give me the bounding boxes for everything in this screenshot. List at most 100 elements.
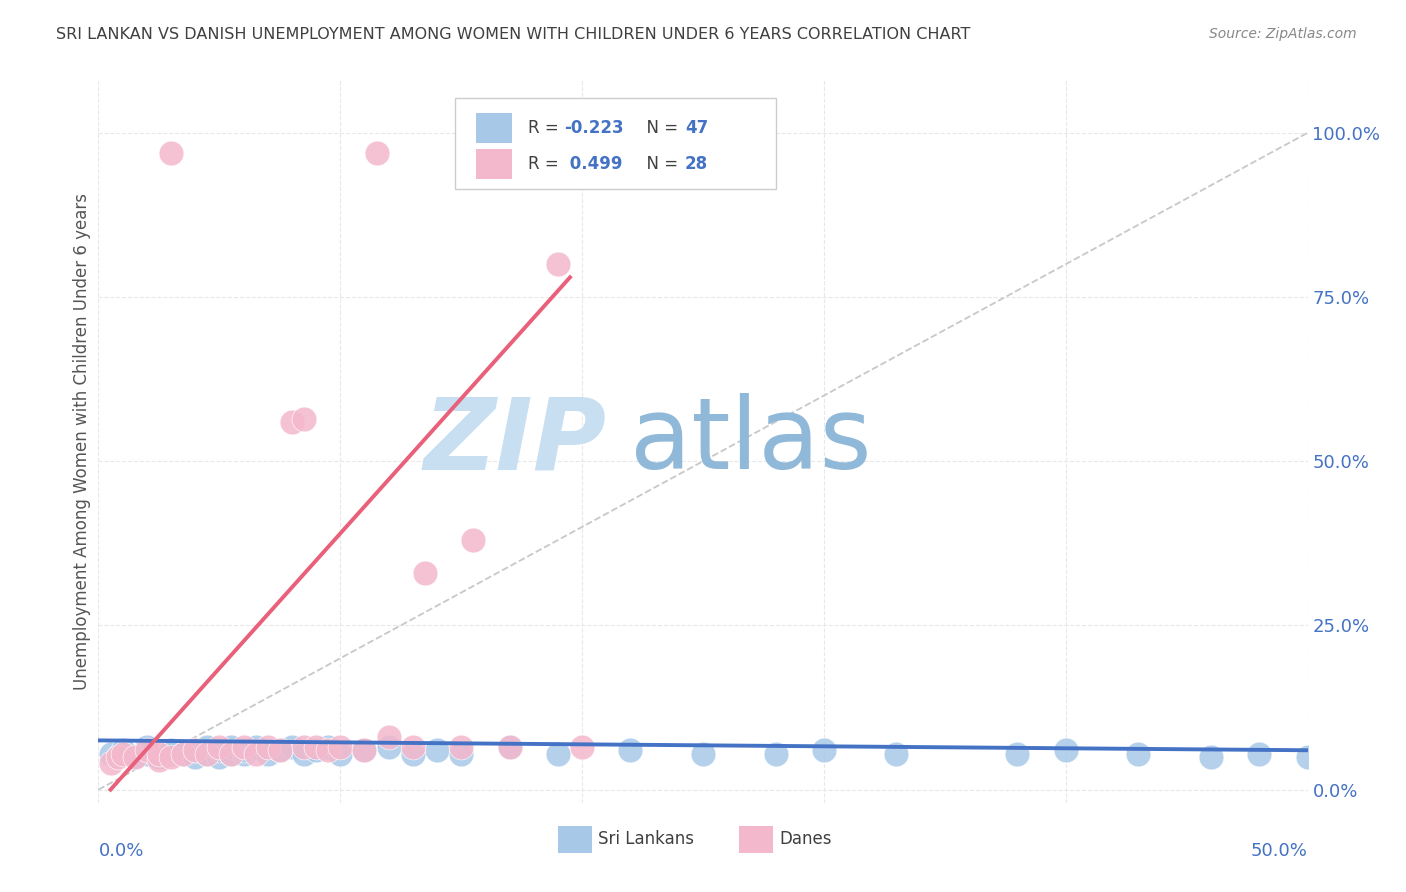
Point: [111, 743, 134, 757]
Point: [402, 747, 425, 761]
Text: 50.0%: 50.0%: [1251, 842, 1308, 860]
Point: [160, 743, 183, 757]
Point: [221, 747, 243, 761]
Point: [305, 743, 328, 757]
Point: [1128, 747, 1150, 761]
Point: [281, 739, 304, 754]
Point: [135, 743, 157, 757]
Point: [195, 739, 218, 754]
Point: [195, 747, 218, 761]
Point: [135, 747, 157, 761]
Point: [124, 749, 146, 764]
Point: [886, 747, 908, 761]
Point: [329, 747, 352, 761]
Text: atlas: atlas: [630, 393, 872, 490]
Point: [184, 749, 207, 764]
Point: [292, 739, 315, 754]
Point: [172, 747, 194, 761]
Point: [269, 743, 291, 757]
Point: [1249, 747, 1271, 761]
Point: [402, 739, 425, 754]
Point: [111, 747, 134, 761]
Point: [195, 747, 218, 761]
Text: R =: R =: [527, 155, 564, 173]
Text: 0.0%: 0.0%: [98, 842, 143, 860]
Point: [305, 739, 328, 754]
Point: [292, 411, 315, 425]
Point: [148, 749, 170, 764]
Point: [160, 749, 183, 764]
Point: [498, 739, 520, 754]
Text: N =: N =: [637, 155, 683, 173]
Text: Danes: Danes: [779, 830, 832, 848]
FancyBboxPatch shape: [475, 112, 512, 143]
Text: 28: 28: [685, 155, 709, 173]
Point: [208, 739, 231, 754]
Point: [160, 747, 183, 761]
Text: ZIP: ZIP: [423, 393, 606, 490]
Point: [160, 145, 183, 160]
Point: [135, 739, 157, 754]
Point: [148, 753, 170, 767]
Text: 47: 47: [685, 119, 709, 137]
Point: [316, 739, 339, 754]
Point: [232, 743, 254, 757]
Point: [1054, 743, 1077, 757]
Point: [692, 747, 714, 761]
Point: [353, 743, 375, 757]
Point: [1296, 749, 1319, 764]
Point: [353, 743, 375, 757]
Text: SRI LANKAN VS DANISH UNEMPLOYMENT AMONG WOMEN WITH CHILDREN UNDER 6 YEARS CORREL: SRI LANKAN VS DANISH UNEMPLOYMENT AMONG …: [56, 27, 970, 42]
Point: [765, 747, 787, 761]
Point: [184, 743, 207, 757]
Text: R =: R =: [527, 119, 564, 137]
Point: [232, 739, 254, 754]
Point: [281, 415, 304, 429]
Point: [316, 743, 339, 757]
Point: [208, 749, 231, 764]
FancyBboxPatch shape: [456, 98, 776, 189]
Point: [124, 749, 146, 764]
Point: [413, 566, 436, 580]
Point: [184, 743, 207, 757]
Point: [292, 747, 315, 761]
Point: [1344, 747, 1367, 761]
Point: [172, 747, 194, 761]
Point: [269, 743, 291, 757]
Point: [256, 747, 278, 761]
Point: [107, 749, 129, 764]
Point: [1007, 747, 1029, 761]
Point: [107, 749, 129, 764]
Point: [377, 739, 399, 754]
Point: [498, 739, 520, 754]
Point: [377, 730, 399, 744]
FancyBboxPatch shape: [558, 826, 592, 854]
Point: [547, 257, 569, 271]
FancyBboxPatch shape: [475, 149, 512, 179]
FancyBboxPatch shape: [740, 826, 773, 854]
Point: [329, 739, 352, 754]
Point: [245, 739, 267, 754]
Point: [1199, 749, 1222, 764]
Point: [232, 747, 254, 761]
Point: [100, 756, 122, 771]
Point: [221, 739, 243, 754]
Point: [208, 743, 231, 757]
Point: [256, 739, 278, 754]
Point: [547, 747, 569, 761]
Point: [450, 747, 472, 761]
Point: [619, 743, 641, 757]
Point: [366, 145, 388, 160]
Point: [426, 743, 449, 757]
Text: 0.499: 0.499: [564, 155, 623, 173]
Point: [571, 739, 593, 754]
Text: N =: N =: [637, 119, 683, 137]
Point: [221, 747, 243, 761]
Point: [463, 533, 485, 547]
Text: Sri Lankans: Sri Lankans: [598, 830, 693, 848]
Text: -0.223: -0.223: [564, 119, 624, 137]
Point: [450, 739, 472, 754]
Y-axis label: Unemployment Among Women with Children Under 6 years: Unemployment Among Women with Children U…: [73, 193, 91, 690]
Text: Source: ZipAtlas.com: Source: ZipAtlas.com: [1209, 27, 1357, 41]
Point: [100, 747, 122, 761]
